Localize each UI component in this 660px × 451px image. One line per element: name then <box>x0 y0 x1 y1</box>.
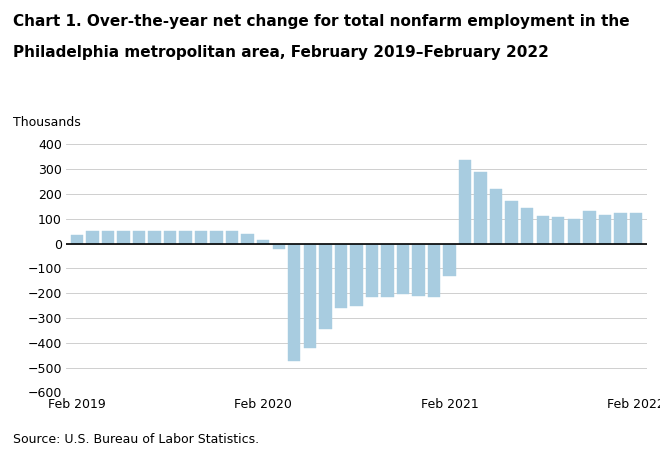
Bar <box>133 231 145 244</box>
Bar <box>319 244 331 329</box>
Bar <box>552 217 564 244</box>
Bar <box>475 172 487 244</box>
Bar <box>304 244 316 348</box>
Bar <box>490 189 502 244</box>
Bar <box>102 231 114 244</box>
Bar <box>444 244 456 276</box>
Bar <box>117 231 129 244</box>
Bar <box>614 212 626 244</box>
Bar <box>599 215 611 244</box>
Bar <box>226 231 238 244</box>
Bar <box>335 244 347 308</box>
Text: Source: U.S. Bureau of Labor Statistics.: Source: U.S. Bureau of Labor Statistics. <box>13 433 259 446</box>
Bar <box>630 212 642 244</box>
Bar <box>568 219 580 244</box>
Bar <box>71 235 83 244</box>
Bar <box>537 216 549 244</box>
Bar <box>195 231 207 244</box>
Bar <box>521 207 533 244</box>
Bar <box>459 161 471 244</box>
Bar <box>148 231 161 244</box>
Bar <box>428 244 440 297</box>
Bar <box>366 244 378 297</box>
Bar <box>350 244 362 306</box>
Bar <box>506 201 518 244</box>
Bar <box>381 244 393 297</box>
Bar <box>180 231 192 244</box>
Bar <box>257 240 269 244</box>
Bar <box>397 244 409 295</box>
Text: Thousands: Thousands <box>13 115 81 129</box>
Bar <box>86 231 98 244</box>
Bar <box>273 244 285 249</box>
Bar <box>288 244 300 361</box>
Text: Chart 1. Over-the-year net change for total nonfarm employment in the: Chart 1. Over-the-year net change for to… <box>13 14 630 28</box>
Bar <box>583 211 595 244</box>
Bar <box>242 234 254 244</box>
Bar <box>412 244 425 296</box>
Bar <box>211 231 223 244</box>
Bar <box>164 231 176 244</box>
Text: Philadelphia metropolitan area, February 2019–February 2022: Philadelphia metropolitan area, February… <box>13 45 549 60</box>
